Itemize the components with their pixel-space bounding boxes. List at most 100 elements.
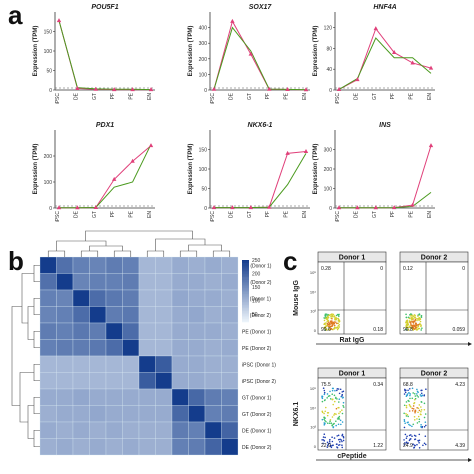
dendrogram-branch	[33, 396, 40, 415]
line-chart-5: NKX6-1 0 50 100 150 iPSC DE GT PF PE EN Expression …	[188, 122, 310, 222]
flow-event	[413, 419, 416, 421]
y-axis-label: Mouse IgG	[293, 280, 300, 316]
flow-event	[337, 388, 340, 390]
flow-event	[335, 316, 337, 319]
flow-event	[420, 423, 422, 426]
x-tick-label: PE	[284, 92, 290, 99]
flow-event	[324, 313, 327, 315]
flow-event	[321, 400, 324, 403]
heatmap-cell	[122, 438, 140, 456]
flow-event	[338, 398, 341, 400]
heatmap-cell	[188, 273, 206, 291]
flow-event	[424, 435, 427, 437]
flow-event	[335, 413, 337, 415]
heatmap-cell	[155, 322, 173, 340]
heatmap-cell	[171, 355, 189, 373]
color-scale-segment	[242, 283, 249, 286]
flow-plot: Donor 1 0.28 0 99.6 0.18 10⁵ 10⁴ 10³ 0	[310, 251, 387, 335]
flow-event	[338, 392, 341, 395]
flow-event	[418, 420, 421, 423]
heatmap-cell	[122, 355, 140, 373]
heatmap-cell	[188, 421, 206, 439]
heatmap-cell	[56, 372, 74, 390]
x-tick-label: iPSC	[335, 93, 341, 105]
color-scale-segment	[242, 300, 249, 303]
flow-event	[414, 319, 416, 322]
heatmap-cell	[72, 339, 90, 357]
flow-event	[326, 317, 329, 319]
y-tick-label: 300	[324, 148, 333, 154]
line-chart-4: PDX1 0 100 200 iPSC DE GT PF PE EN Expression (TPM…	[33, 122, 155, 222]
flow-event	[418, 409, 421, 412]
flow-event	[420, 324, 422, 326]
data-point-marker	[336, 86, 342, 91]
heatmap-cell	[122, 273, 140, 291]
x-tick-label: PE	[129, 210, 135, 217]
flow-event	[335, 420, 337, 423]
series-line-1	[214, 150, 307, 209]
series-line-2	[59, 144, 152, 209]
heatmap-cell	[105, 421, 123, 439]
heatmap-cell	[72, 273, 90, 291]
heatmap-cell	[188, 306, 206, 324]
flow-event	[413, 447, 415, 449]
flow-event	[341, 444, 343, 447]
flow-event	[417, 411, 419, 414]
color-scale-segment	[242, 281, 249, 284]
flow-event	[341, 421, 344, 423]
data-point-marker	[248, 51, 253, 56]
heatmap-cell	[72, 306, 90, 324]
x-tick-label: GT	[372, 211, 378, 218]
x-tick-label: EN	[302, 93, 308, 100]
flow-event	[326, 315, 329, 318]
color-scale-label: 100	[252, 298, 261, 304]
flow-event	[336, 398, 338, 400]
heatmap-cell	[138, 372, 156, 390]
flow-event	[423, 408, 426, 411]
series-line-1	[339, 145, 432, 209]
heatmap-cell	[56, 306, 74, 324]
y-tick-label: 0	[329, 206, 332, 212]
flow-plot: Donor 2 68.8 4.23 24.9 4.39	[399, 367, 469, 451]
flow-event	[406, 393, 409, 395]
heatmap-cell	[72, 256, 90, 274]
flow-event	[326, 444, 329, 447]
data-point-marker	[410, 60, 415, 65]
flow-event	[337, 314, 339, 316]
data-point-marker	[75, 205, 80, 210]
heatmap-cell	[89, 388, 107, 406]
panel-letter-a: a	[8, 0, 23, 30]
y-tick-label: 100	[199, 167, 208, 173]
heatmap-cell	[204, 339, 222, 357]
flow-event	[408, 403, 411, 406]
flow-event	[416, 443, 418, 446]
flow-event	[403, 419, 406, 421]
y-tick-label: 100	[199, 72, 208, 78]
dendrogram-branch	[85, 230, 193, 241]
flow-event	[325, 317, 327, 320]
heatmap-cell	[155, 372, 173, 390]
data-point-marker	[428, 143, 434, 148]
heatmap-cell	[155, 289, 173, 307]
flow-event	[323, 412, 325, 415]
heatmap-cell	[105, 355, 123, 373]
flow-event	[404, 388, 406, 391]
data-point-marker	[211, 205, 217, 210]
data-point-marker	[148, 143, 154, 148]
flow-event	[341, 409, 343, 411]
x-tick-label: DE	[353, 92, 359, 100]
flow-event	[330, 313, 333, 315]
heatmap-cell	[122, 405, 140, 423]
heatmap-cell	[56, 289, 74, 307]
flow-event	[414, 395, 417, 397]
heatmap-cell	[39, 289, 57, 307]
flow-event	[333, 324, 336, 327]
flow-event	[321, 395, 324, 398]
color-scale-segment	[242, 284, 249, 287]
flow-event	[418, 439, 421, 442]
heatmap-cell	[89, 438, 107, 456]
heatmap-cell	[56, 438, 74, 456]
data-point-marker	[211, 86, 217, 91]
flow-event	[422, 444, 424, 447]
heatmap-row-label: GT (Donor 2)	[242, 412, 272, 418]
